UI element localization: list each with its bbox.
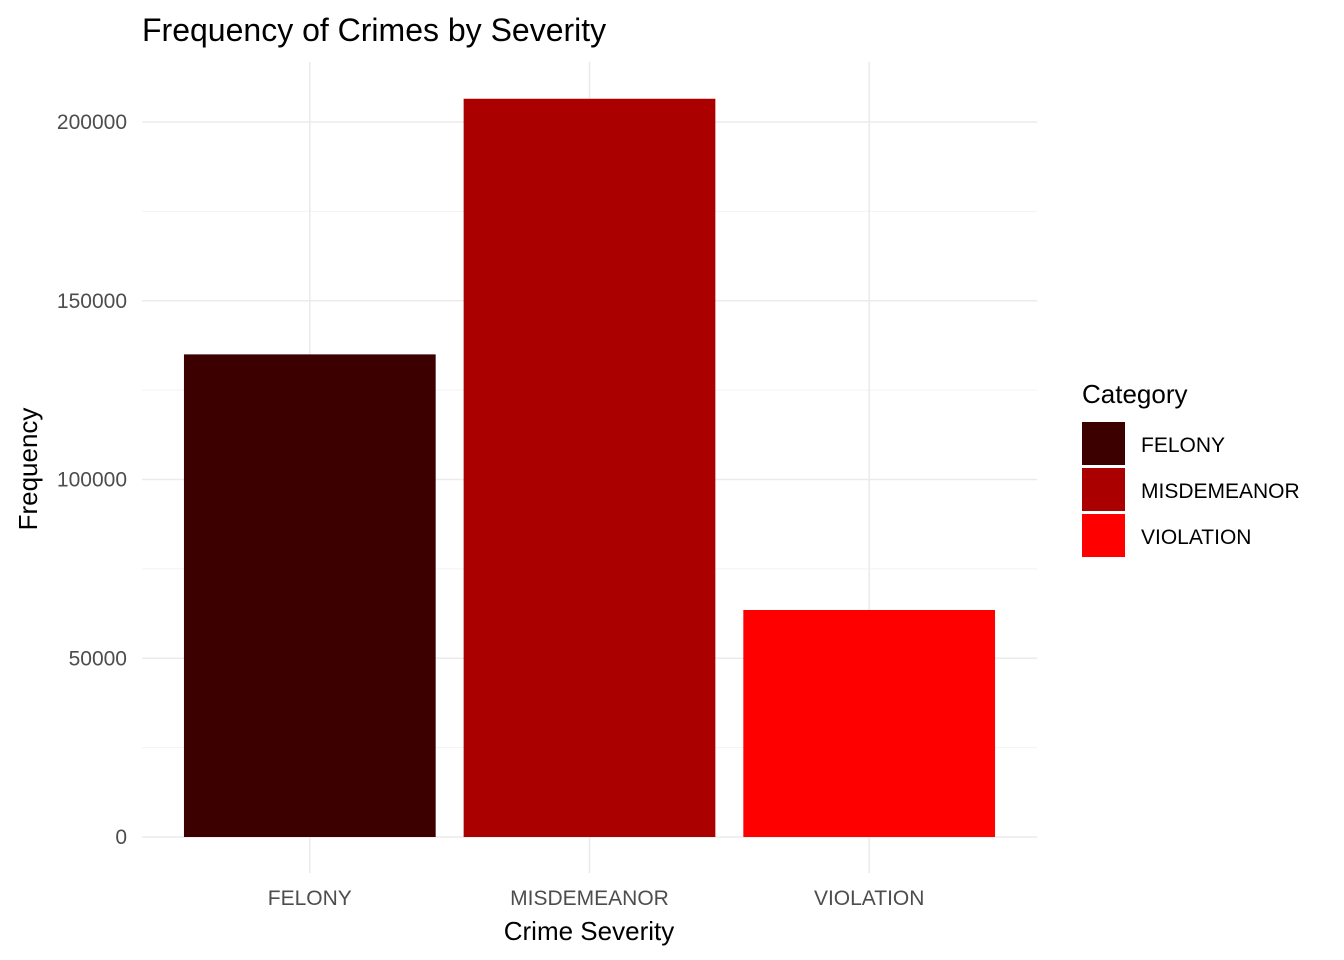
x-tick-label: FELONY: [268, 887, 352, 910]
legend-swatch: [1082, 514, 1125, 557]
legend-title: Category: [1082, 379, 1188, 409]
legend-swatch: [1082, 468, 1125, 511]
y-axis-ticks: 0 50000 100000 150000 200000: [57, 111, 127, 849]
x-axis-title: Crime Severity: [504, 916, 674, 946]
y-tick-label: 50000: [69, 647, 127, 670]
y-tick-label: 200000: [57, 111, 127, 134]
y-axis-title: Frequency: [13, 408, 43, 531]
bars: [183, 98, 996, 837]
y-tick-label: 0: [115, 826, 127, 849]
legend-label: VIOLATION: [1141, 526, 1251, 549]
y-tick-label: 150000: [57, 290, 127, 313]
bar-misdemeanor: [463, 98, 716, 837]
legend-label: MISDEMEANOR: [1141, 480, 1300, 503]
chart-title: Frequency of Crimes by Severity: [142, 12, 606, 48]
x-tick-label: MISDEMEANOR: [510, 887, 669, 910]
legend-label: FELONY: [1141, 434, 1225, 457]
y-tick-label: 100000: [57, 469, 127, 492]
x-tick-label: VIOLATION: [814, 887, 924, 910]
legend-swatch: [1082, 422, 1125, 465]
bar-violation: [743, 609, 996, 837]
bar-felony: [183, 354, 436, 837]
x-axis-ticks: FELONY MISDEMEANOR VIOLATION: [268, 887, 925, 910]
legend-items: FELONY MISDEMEANOR VIOLATION: [1082, 422, 1300, 557]
legend: Category FELONY MISDEMEANOR VIOLATION: [1082, 379, 1300, 557]
